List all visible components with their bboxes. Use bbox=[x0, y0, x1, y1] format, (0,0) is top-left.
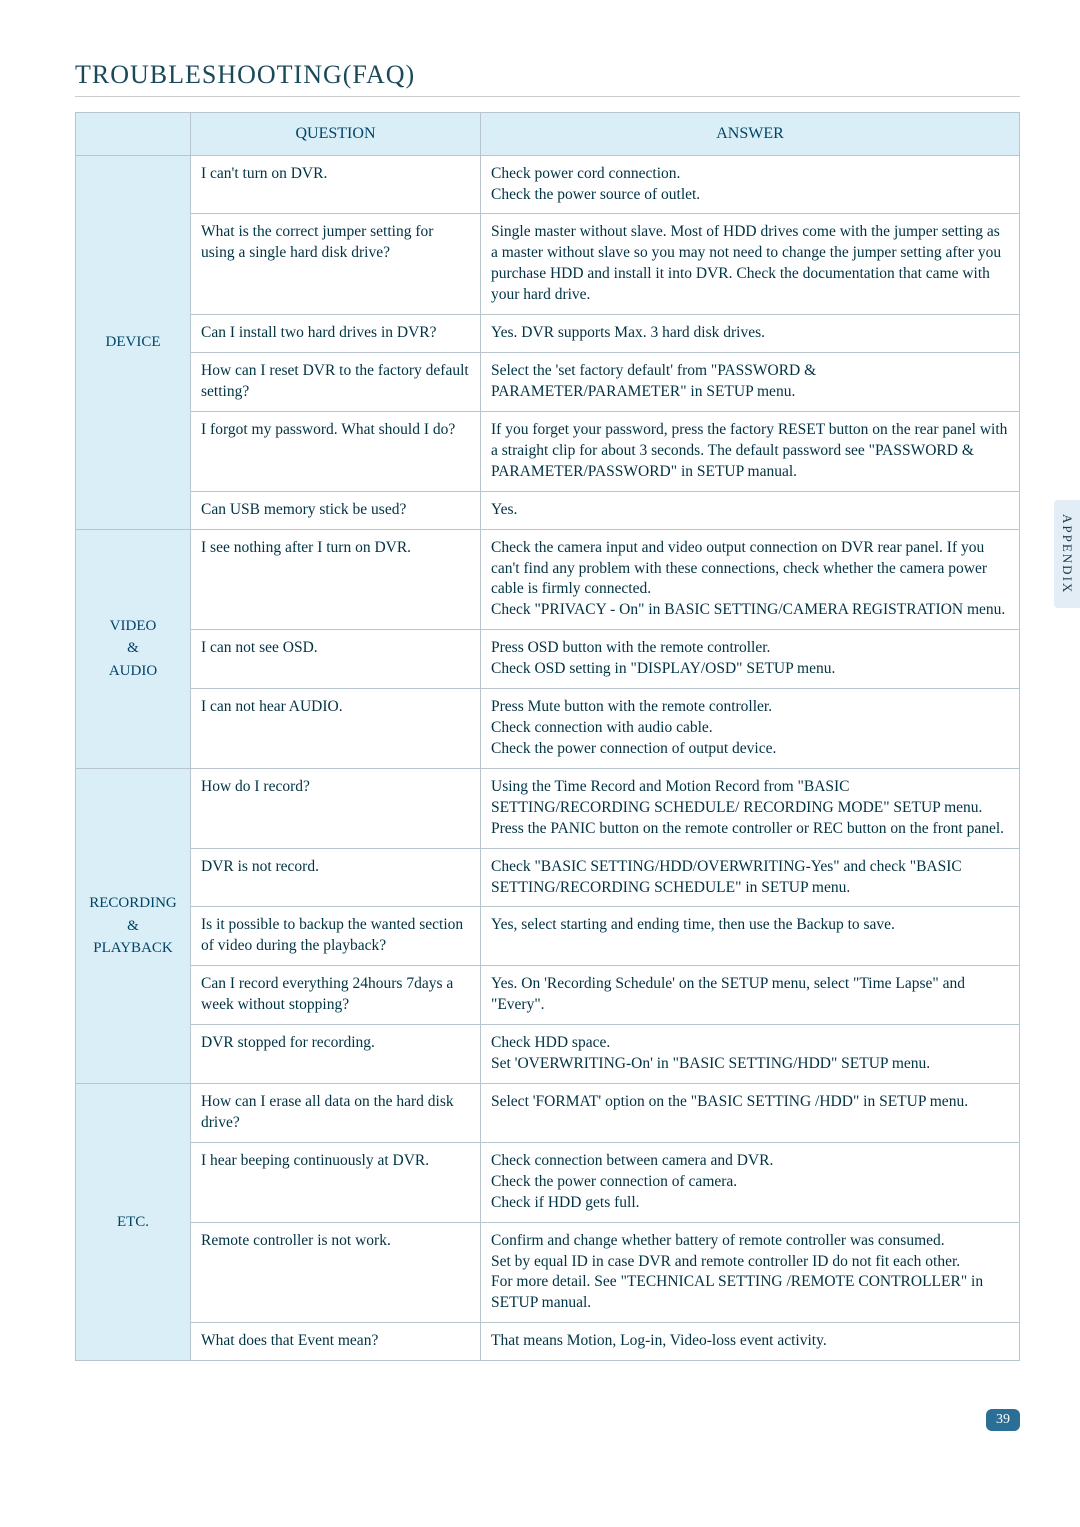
answer-cell: Select 'FORMAT' option on the "BASIC SET… bbox=[481, 1084, 1020, 1143]
faq-table: QUESTION ANSWER DEVICEI can't turn on DV… bbox=[75, 112, 1020, 1361]
header-category-blank bbox=[76, 113, 191, 156]
category-cell: RECORDING&PLAYBACK bbox=[76, 768, 191, 1083]
table-row: Remote controller is not work.Confirm an… bbox=[76, 1222, 1020, 1323]
answer-cell: Using the Time Record and Motion Record … bbox=[481, 768, 1020, 848]
question-cell: DVR stopped for recording. bbox=[191, 1025, 481, 1084]
question-cell: What is the correct jumper setting for u… bbox=[191, 214, 481, 315]
table-row: How can I reset DVR to the factory defau… bbox=[76, 353, 1020, 412]
category-cell: VIDEO&AUDIO bbox=[76, 529, 191, 768]
question-cell: Remote controller is not work. bbox=[191, 1222, 481, 1323]
question-cell: I see nothing after I turn on DVR. bbox=[191, 529, 481, 630]
question-cell: Can I install two hard drives in DVR? bbox=[191, 315, 481, 353]
question-cell: Can I record everything 24hours 7days a … bbox=[191, 966, 481, 1025]
answer-cell: Check HDD space.Set 'OVERWRITING-On' in … bbox=[481, 1025, 1020, 1084]
table-row: I hear beeping continuously at DVR.Check… bbox=[76, 1142, 1020, 1222]
table-row: DVR is not record.Check "BASIC SETTING/H… bbox=[76, 848, 1020, 907]
question-cell: How can I erase all data on the hard dis… bbox=[191, 1084, 481, 1143]
question-cell: I can't turn on DVR. bbox=[191, 155, 481, 214]
answer-cell: That means Motion, Log-in, Video-loss ev… bbox=[481, 1323, 1020, 1361]
category-cell: ETC. bbox=[76, 1084, 191, 1361]
answer-cell: Check "BASIC SETTING/HDD/OVERWRITING-Yes… bbox=[481, 848, 1020, 907]
answer-cell: Yes. On 'Recording Schedule' on the SETU… bbox=[481, 966, 1020, 1025]
header-answer: ANSWER bbox=[481, 113, 1020, 156]
answer-cell: If you forget your password, press the f… bbox=[481, 411, 1020, 491]
table-row: I can not see OSD.Press OSD button with … bbox=[76, 630, 1020, 689]
page-title: TROUBLESHOOTING(FAQ) bbox=[75, 60, 1020, 97]
table-head: QUESTION ANSWER bbox=[76, 113, 1020, 156]
table-row: Is it possible to backup the wanted sect… bbox=[76, 907, 1020, 966]
question-cell: I can not hear AUDIO. bbox=[191, 689, 481, 769]
answer-cell: Yes. bbox=[481, 491, 1020, 529]
answer-cell: Check connection between camera and DVR.… bbox=[481, 1142, 1020, 1222]
answer-cell: Press OSD button with the remote control… bbox=[481, 630, 1020, 689]
table-row: What is the correct jumper setting for u… bbox=[76, 214, 1020, 315]
answer-cell: Check power cord connection.Check the po… bbox=[481, 155, 1020, 214]
table-row: What does that Event mean?That means Mot… bbox=[76, 1323, 1020, 1361]
table-row: DVR stopped for recording.Check HDD spac… bbox=[76, 1025, 1020, 1084]
header-question: QUESTION bbox=[191, 113, 481, 156]
table-row: I can not hear AUDIO.Press Mute button w… bbox=[76, 689, 1020, 769]
table-row: RECORDING&PLAYBACKHow do I record?Using … bbox=[76, 768, 1020, 848]
question-cell: DVR is not record. bbox=[191, 848, 481, 907]
question-cell: I can not see OSD. bbox=[191, 630, 481, 689]
table-row: Can I install two hard drives in DVR?Yes… bbox=[76, 315, 1020, 353]
table-row: Can USB memory stick be used?Yes. bbox=[76, 491, 1020, 529]
answer-cell: Yes. DVR supports Max. 3 hard disk drive… bbox=[481, 315, 1020, 353]
table-row: I forgot my password. What should I do?I… bbox=[76, 411, 1020, 491]
table-row: Can I record everything 24hours 7days a … bbox=[76, 966, 1020, 1025]
answer-cell: Yes, select starting and ending time, th… bbox=[481, 907, 1020, 966]
answer-cell: Confirm and change whether battery of re… bbox=[481, 1222, 1020, 1323]
category-cell: DEVICE bbox=[76, 155, 191, 529]
answer-cell: Single master without slave. Most of HDD… bbox=[481, 214, 1020, 315]
question-cell: I forgot my password. What should I do? bbox=[191, 411, 481, 491]
question-cell: What does that Event mean? bbox=[191, 1323, 481, 1361]
question-cell: I hear beeping continuously at DVR. bbox=[191, 1142, 481, 1222]
answer-cell: Press Mute button with the remote contro… bbox=[481, 689, 1020, 769]
side-tab-appendix: APPENDIX bbox=[1054, 500, 1080, 608]
table-row: DEVICEI can't turn on DVR.Check power co… bbox=[76, 155, 1020, 214]
answer-cell: Check the camera input and video output … bbox=[481, 529, 1020, 630]
page: TROUBLESHOOTING(FAQ) QUESTION ANSWER DEV… bbox=[0, 0, 1080, 1381]
answer-cell: Select the 'set factory default' from "P… bbox=[481, 353, 1020, 412]
question-cell: How can I reset DVR to the factory defau… bbox=[191, 353, 481, 412]
table-body: DEVICEI can't turn on DVR.Check power co… bbox=[76, 155, 1020, 1361]
table-row: VIDEO&AUDIOI see nothing after I turn on… bbox=[76, 529, 1020, 630]
question-cell: Can USB memory stick be used? bbox=[191, 491, 481, 529]
question-cell: How do I record? bbox=[191, 768, 481, 848]
table-row: ETC.How can I erase all data on the hard… bbox=[76, 1084, 1020, 1143]
question-cell: Is it possible to backup the wanted sect… bbox=[191, 907, 481, 966]
page-number: 39 bbox=[986, 1409, 1020, 1431]
